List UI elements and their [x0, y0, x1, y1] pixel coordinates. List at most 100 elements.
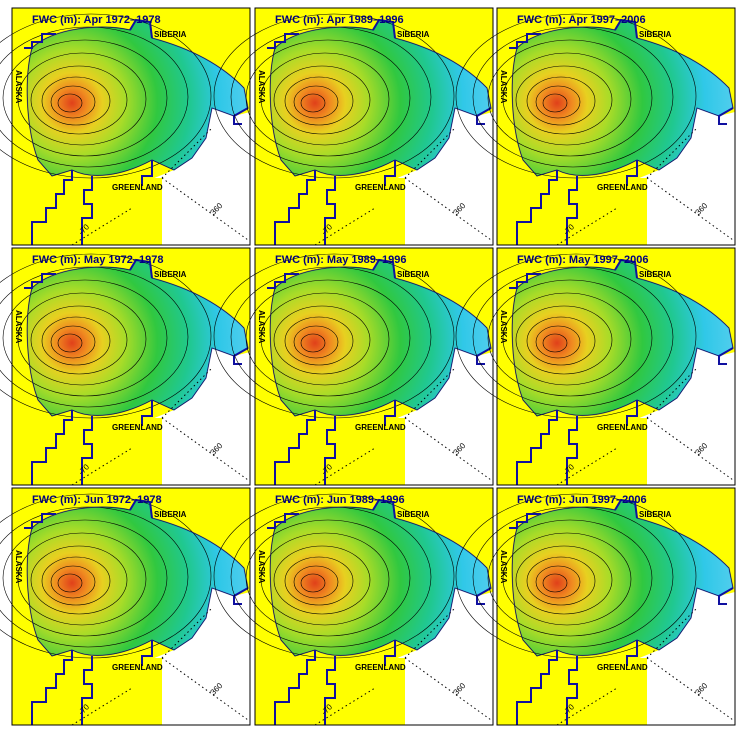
contour: [487, 279, 653, 397]
contour: [245, 39, 411, 157]
grid-meridian: [161, 127, 213, 179]
ocean-empty: [142, 583, 250, 725]
grid-parallel: [71, 687, 133, 726]
region-label: ALASKA: [14, 310, 23, 344]
region-label: ALASKA: [257, 70, 266, 104]
greenland-land: [107, 658, 162, 725]
contour: [17, 52, 147, 146]
contour: [273, 65, 371, 135]
contour: [526, 556, 596, 606]
map-panel: FWC (m): Apr 1997–2006 SIBERIA ALASKA GREEN…: [455, 7, 736, 246]
contour: [284, 556, 354, 606]
region-label: SIBERIA: [154, 30, 187, 39]
grid-meridian: [646, 127, 698, 179]
ocean-empty: [627, 103, 735, 245]
region-label: SIBERIA: [639, 30, 672, 39]
contour: [300, 573, 326, 593]
region-label: SIBERIA: [154, 510, 187, 519]
contour: [245, 279, 411, 397]
contour: [300, 93, 326, 113]
greenland-land: [350, 178, 405, 245]
panel-title: FWC (m): Apr 1989–1996: [275, 14, 404, 26]
region-label: GREENLAND: [355, 183, 406, 192]
contour: [502, 292, 632, 386]
panel-title: FWC (m): May 1997–2006: [517, 254, 648, 266]
map-panel: FWC (m): Apr 1972–1978 SIBERIA ALASKA GREEN…: [0, 7, 251, 246]
region-label: GREENLAND: [597, 663, 648, 672]
greenland-land: [107, 418, 162, 485]
map-panel: FWC (m): May 1997–2006 SIBERIA ALASKA GREEN…: [455, 247, 736, 486]
grid-parallel: [71, 447, 133, 486]
greenland-land: [592, 418, 647, 485]
region-label: ALASKA: [14, 70, 23, 104]
greenland-land: [592, 178, 647, 245]
region-label: ALASKA: [499, 310, 508, 344]
contour: [2, 519, 168, 637]
greenland-land: [350, 658, 405, 725]
panel-frame: [254, 247, 494, 486]
coastline: [26, 259, 249, 417]
contour: [50, 85, 96, 119]
ocean-empty: [385, 343, 493, 485]
contour: [542, 573, 568, 593]
panel-title: FWC (m): Jun 1989–1996: [275, 494, 405, 506]
region-label: GREENLAND: [112, 423, 163, 432]
map-panel: FWC (m): Jun 1972–1978 SIBERIA ALASKA GREEN…: [0, 487, 251, 726]
contour: [41, 556, 111, 606]
grid-meridian: [404, 367, 456, 419]
panel-title: FWC (m): Jun 1997–2006: [517, 494, 647, 506]
panel-title: FWC (m): May 1972–1978: [32, 254, 163, 266]
contour: [542, 93, 568, 113]
panel-frame: [11, 247, 251, 486]
ocean-empty: [385, 103, 493, 245]
greenland-land: [107, 178, 162, 245]
contour: [260, 292, 390, 386]
region-label: SIBERIA: [397, 270, 430, 279]
region-label: GREENLAND: [112, 663, 163, 672]
contour: [515, 65, 613, 135]
contour: [300, 333, 326, 353]
panel-frame: [11, 487, 251, 726]
map-panel: FWC (m): Jun 1997–2006 SIBERIA ALASKA GREEN…: [455, 487, 736, 726]
region-label: SIBERIA: [397, 510, 430, 519]
grid-parallel: [556, 207, 618, 246]
contour: [535, 85, 581, 119]
panel-frame: [11, 7, 251, 246]
contour: [535, 565, 581, 599]
coastline: [511, 259, 734, 417]
contour: [17, 292, 147, 386]
coastline: [269, 259, 492, 417]
contour: [535, 325, 581, 359]
contour: [57, 333, 83, 353]
map-panel: FWC (m): Jun 1989–1996 SIBERIA ALASKA GREEN…: [213, 487, 494, 726]
contour: [57, 93, 83, 113]
contour: [502, 52, 632, 146]
contour: [41, 316, 111, 366]
ocean-empty: [142, 103, 250, 245]
panel-title: FWC (m): Jun 1972–1978: [32, 494, 162, 506]
grid-parallel: [314, 687, 376, 726]
region-label: GREENLAND: [355, 423, 406, 432]
contour: [487, 39, 653, 157]
contour: [293, 565, 339, 599]
coastline: [26, 19, 249, 177]
contour: [50, 565, 96, 599]
contour: [50, 325, 96, 359]
ocean-empty: [385, 583, 493, 725]
contour: [273, 545, 371, 615]
grid-meridian: [161, 367, 213, 419]
coastline: [26, 499, 249, 657]
panel-frame: [254, 7, 494, 246]
grid-parallel: [71, 207, 133, 246]
region-label: ALASKA: [14, 550, 23, 584]
region-label: ALASKA: [257, 550, 266, 584]
region-label: SIBERIA: [639, 510, 672, 519]
contour: [293, 325, 339, 359]
grid-parallel: [314, 447, 376, 486]
region-label: SIBERIA: [639, 270, 672, 279]
grid-meridian: [161, 607, 213, 659]
region-label: SIBERIA: [397, 30, 430, 39]
region-label: ALASKA: [257, 310, 266, 344]
region-label: GREENLAND: [112, 183, 163, 192]
contour: [293, 85, 339, 119]
